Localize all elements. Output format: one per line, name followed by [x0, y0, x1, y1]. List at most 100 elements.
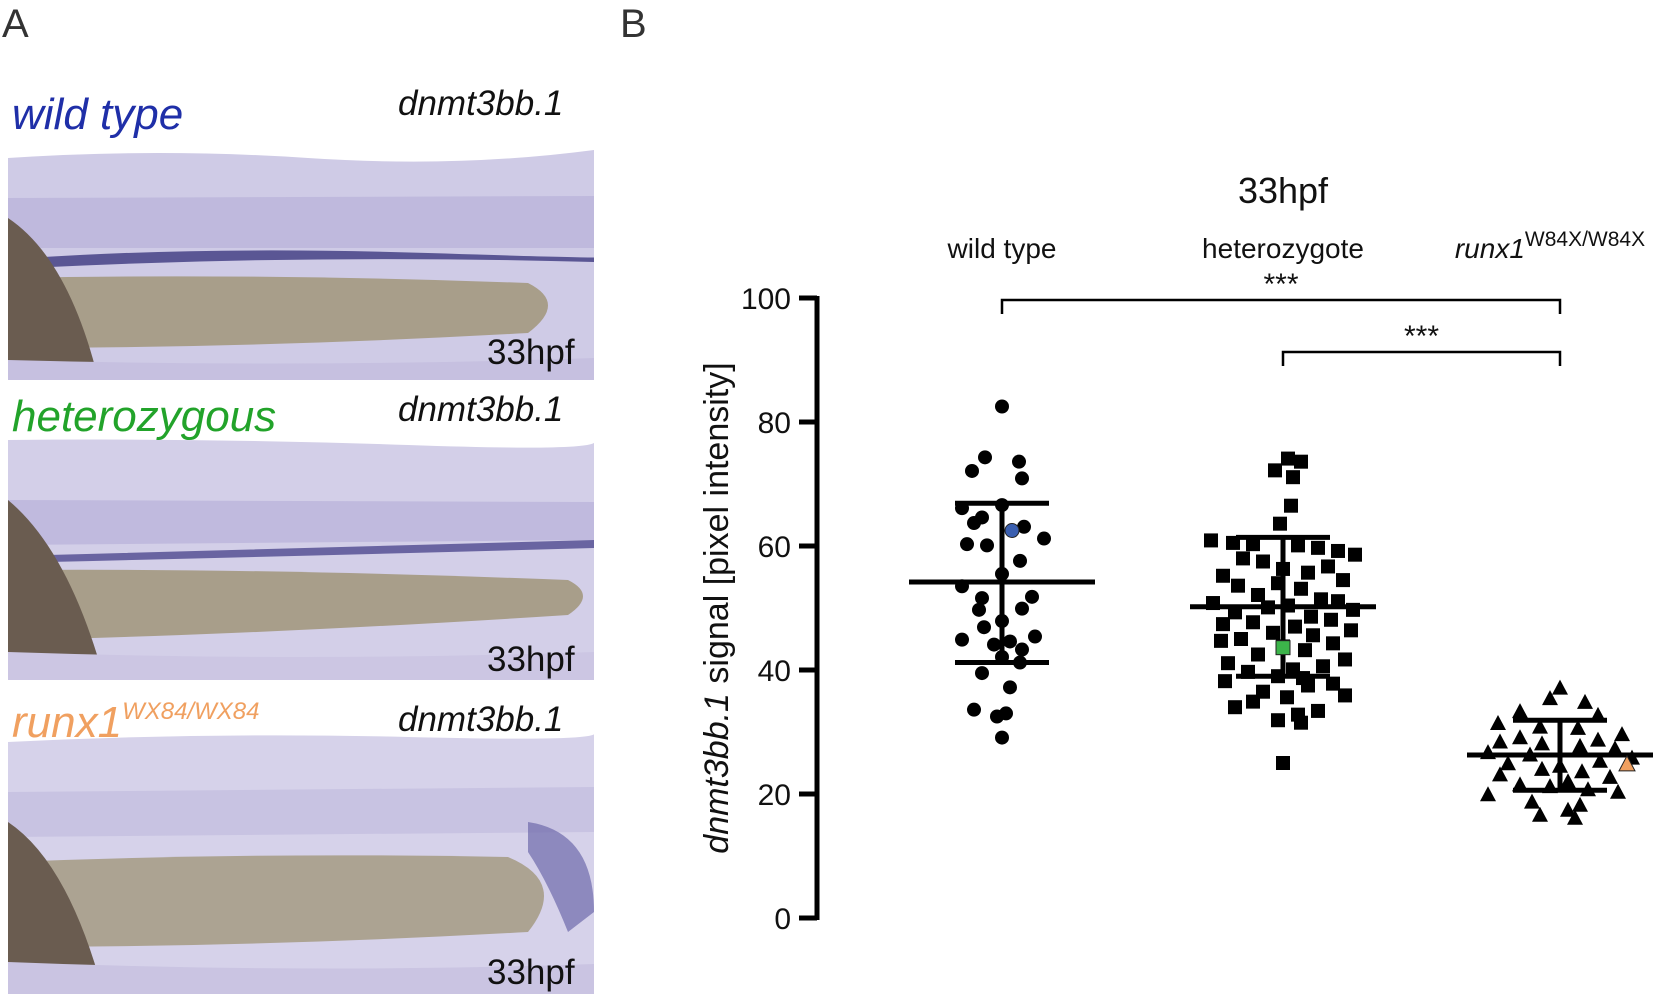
- data-point-2-15: [1480, 744, 1496, 760]
- data-point-0-24: [1003, 634, 1017, 649]
- data-point-2-30: [1480, 786, 1496, 802]
- highlight-point-2: [1618, 754, 1636, 772]
- data-point-0-6: [955, 501, 969, 516]
- data-point-2-21: [1534, 760, 1550, 776]
- data-point-0-18: [972, 602, 986, 617]
- data-point-2-4: [1590, 706, 1606, 722]
- data-point-1-63: [1294, 715, 1308, 730]
- group-label-italic-2: runx1: [1455, 233, 1525, 264]
- y-tick-label-20: 20: [758, 779, 791, 812]
- data-point-1-43: [1298, 643, 1312, 658]
- data-point-1-32: [1324, 612, 1338, 627]
- chart-title: 33hpf: [1238, 170, 1329, 211]
- data-point-0-23: [955, 632, 969, 647]
- data-point-1-12: [1348, 547, 1362, 562]
- data-point-1-49: [1241, 664, 1255, 679]
- gene-label-2: dnmt3bb.1: [398, 390, 564, 429]
- data-point-1-64: [1276, 756, 1290, 770]
- data-point-0-3: [965, 463, 979, 478]
- data-point-0-0: [995, 399, 1009, 414]
- data-point-1-61: [1291, 707, 1305, 722]
- data-point-0-28: [1013, 655, 1027, 670]
- data-point-0-16: [975, 591, 989, 606]
- data-point-1-53: [1326, 676, 1340, 691]
- data-point-2-18: [1592, 752, 1608, 768]
- genotype-label-runx1: runx1WX84/WX84: [12, 698, 260, 747]
- data-point-2-8: [1614, 726, 1630, 742]
- data-point-0-34: [995, 730, 1009, 745]
- data-point-1-5: [1273, 516, 1287, 531]
- data-point-0-9: [1017, 519, 1031, 534]
- data-point-0-15: [955, 579, 969, 594]
- data-point-1-25: [1331, 594, 1345, 609]
- data-point-0-12: [980, 538, 994, 553]
- data-point-2-35: [1567, 809, 1583, 825]
- data-point-2-28: [1580, 781, 1596, 797]
- data-point-1-6: [1204, 533, 1218, 548]
- data-point-2-20: [1552, 757, 1568, 773]
- data-point-0-29: [975, 666, 989, 681]
- data-point-2-24: [1602, 768, 1618, 784]
- data-point-1-45: [1338, 652, 1352, 667]
- data-point-0-22: [1028, 629, 1042, 644]
- group-label-sup-2: W84X/W84X: [1525, 228, 1645, 251]
- y-tick-label-80: 80: [758, 407, 791, 440]
- data-point-1-42: [1276, 639, 1290, 654]
- y-tick-label-40: 40: [758, 655, 791, 688]
- data-point-1-59: [1228, 700, 1242, 715]
- data-point-2-6: [1532, 718, 1548, 734]
- data-point-1-56: [1338, 688, 1352, 703]
- comparison-label-1: ***: [1404, 320, 1439, 353]
- data-point-2-10: [1590, 731, 1606, 747]
- data-point-1-50: [1271, 669, 1285, 684]
- group-label-2: runx1W84X/W84X: [1455, 228, 1645, 264]
- data-point-0-27: [995, 649, 1009, 664]
- data-point-0-11: [960, 537, 974, 552]
- data-point-1-39: [1234, 632, 1248, 646]
- data-point-1-3: [1286, 470, 1300, 485]
- data-point-1-19: [1336, 573, 1350, 588]
- data-point-1-26: [1206, 596, 1220, 611]
- data-point-2-12: [1534, 735, 1550, 751]
- data-point-0-20: [995, 614, 1009, 629]
- data-point-2-13: [1572, 737, 1588, 753]
- data-point-1-13: [1236, 551, 1250, 566]
- data-point-0-30: [1003, 680, 1017, 695]
- data-point-1-24: [1314, 592, 1328, 607]
- data-point-1-62: [1271, 713, 1285, 728]
- data-point-1-29: [1346, 602, 1360, 617]
- genotype-label-runx1-sup: WX84/WX84: [122, 698, 260, 725]
- data-point-1-14: [1256, 554, 1270, 569]
- data-point-2-3: [1512, 703, 1528, 719]
- data-point-2-11: [1492, 733, 1508, 749]
- data-point-1-58: [1246, 694, 1260, 709]
- data-point-1-22: [1294, 581, 1308, 596]
- data-point-1-30: [1228, 605, 1242, 620]
- data-point-2-2: [1577, 693, 1593, 709]
- stage-label-1: 33hpf: [487, 333, 575, 372]
- data-point-1-55: [1256, 684, 1270, 699]
- data-point-0-19: [1015, 601, 1029, 616]
- data-point-1-38: [1306, 628, 1320, 643]
- data-point-0-26: [1015, 642, 1029, 657]
- y-axis-label-gene: dnmt3bb.1: [698, 693, 736, 854]
- data-point-1-7: [1226, 535, 1240, 550]
- data-point-0-5: [995, 498, 1009, 513]
- y-axis-label: dnmt3bb.1 signal [pixel intensity]: [698, 362, 736, 853]
- data-point-0-21: [977, 620, 991, 635]
- data-point-0-25: [987, 637, 1001, 652]
- data-point-1-37: [1266, 625, 1280, 640]
- data-point-0-4: [1015, 471, 1029, 486]
- data-point-1-40: [1214, 633, 1228, 648]
- highlight-point-0: [1004, 523, 1020, 538]
- data-point-1-52: [1218, 674, 1232, 689]
- group-label-1: heterozygote: [1202, 233, 1364, 264]
- embryo-image-heterozygous: [8, 390, 594, 680]
- data-point-1-36: [1344, 623, 1358, 638]
- data-point-2-17: [1624, 749, 1640, 765]
- gene-label-3: dnmt3bb.1: [398, 700, 564, 739]
- data-point-1-11: [1331, 543, 1345, 558]
- data-point-1-46: [1221, 656, 1235, 671]
- data-point-1-15: [1321, 559, 1335, 574]
- embryo-image-wild-type: [8, 78, 594, 380]
